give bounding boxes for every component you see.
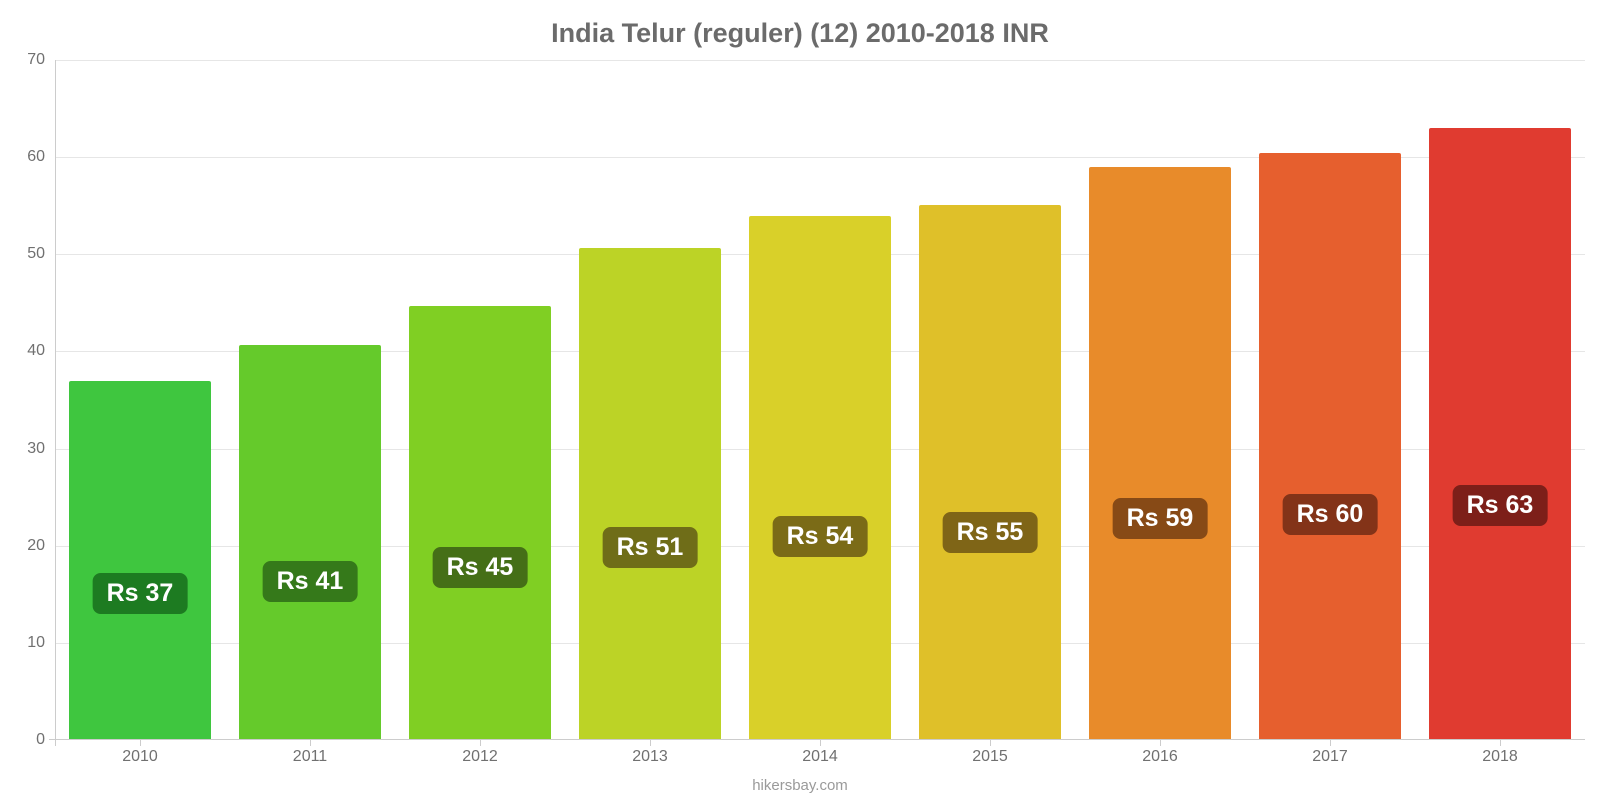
bar: Rs 41: [239, 345, 382, 740]
x-tick-label: 2013: [632, 740, 668, 766]
x-tick-label: 2017: [1312, 740, 1348, 766]
x-tick-label: 2014: [802, 740, 838, 766]
x-tick-label: 2012: [462, 740, 498, 766]
bar-value-label: Rs 41: [263, 561, 358, 602]
bar-slot: Rs 372010: [55, 60, 225, 740]
bars-group: Rs 372010Rs 412011Rs 452012Rs 512013Rs 5…: [55, 60, 1585, 740]
y-tick-label: 20: [27, 537, 55, 555]
bar-value-label: Rs 45: [433, 547, 528, 588]
plot-area: Rs 372010Rs 412011Rs 452012Rs 512013Rs 5…: [55, 60, 1585, 740]
bar-slot: Rs 512013: [565, 60, 735, 740]
bar-slot: Rs 552015: [905, 60, 1075, 740]
x-tick-label: 2015: [972, 740, 1008, 766]
bar-slot: Rs 412011: [225, 60, 395, 740]
bar: Rs 59: [1089, 167, 1232, 740]
bar-value-label: Rs 55: [943, 512, 1038, 553]
bar: Rs 37: [69, 381, 212, 740]
bar-value-label: Rs 59: [1113, 498, 1208, 539]
bar-value-label: Rs 51: [603, 527, 698, 568]
bar: Rs 54: [749, 216, 892, 740]
y-tick-label: 60: [27, 148, 55, 166]
footer-credit: hikersbay.com: [0, 777, 1600, 794]
bar: Rs 45: [409, 306, 552, 740]
bar-slot: Rs 602017: [1245, 60, 1415, 740]
bar-slot: Rs 632018: [1415, 60, 1585, 740]
x-tick-label: 2016: [1142, 740, 1178, 766]
x-axis-line: [49, 739, 1585, 740]
bar-value-label: Rs 37: [93, 573, 188, 614]
y-tick-label: 30: [27, 440, 55, 458]
y-axis-line: [55, 60, 56, 746]
x-tick-label: 2010: [122, 740, 158, 766]
x-tick-label: 2018: [1482, 740, 1518, 766]
bar-value-label: Rs 60: [1283, 494, 1378, 535]
y-tick-label: 10: [27, 634, 55, 652]
bar-slot: Rs 452012: [395, 60, 565, 740]
y-tick-label: 50: [27, 245, 55, 263]
y-tick-label: 70: [27, 51, 55, 69]
bar: Rs 60: [1259, 153, 1402, 740]
x-tick-label: 2011: [293, 740, 327, 766]
bar: Rs 55: [919, 205, 1062, 740]
bar: Rs 51: [579, 248, 722, 740]
bar-value-label: Rs 63: [1453, 485, 1548, 526]
bar-slot: Rs 592016: [1075, 60, 1245, 740]
chart-container: India Telur (reguler) (12) 2010-2018 INR…: [0, 0, 1600, 800]
y-tick-label: 0: [36, 731, 55, 749]
bar-slot: Rs 542014: [735, 60, 905, 740]
bar-value-label: Rs 54: [773, 516, 868, 557]
chart-title: India Telur (reguler) (12) 2010-2018 INR: [0, 18, 1600, 49]
y-tick-label: 40: [27, 342, 55, 360]
bar: Rs 63: [1429, 128, 1572, 740]
